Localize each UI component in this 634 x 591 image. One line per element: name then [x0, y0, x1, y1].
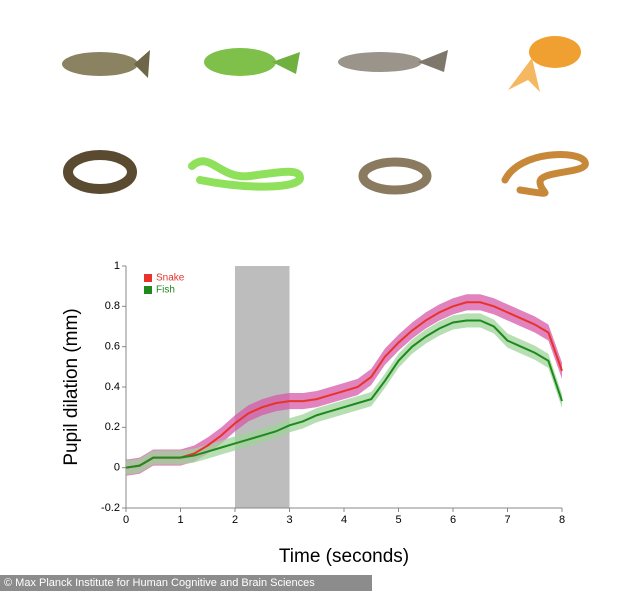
fish-image — [418, 50, 448, 72]
y-tick-label: 1 — [114, 260, 120, 272]
fish-images — [62, 36, 581, 92]
snake-image — [63, 150, 137, 194]
x-tick-label: 8 — [559, 514, 565, 526]
snake-image — [358, 157, 432, 195]
legend-label: Fish — [156, 285, 175, 296]
credit: © Max Planck Institute for Human Cogniti… — [4, 577, 315, 589]
snake-image — [188, 157, 305, 191]
y-tick-label: 0.8 — [105, 300, 120, 312]
series-line — [125, 319, 563, 469]
fish-image — [529, 36, 581, 68]
credit-background — [0, 575, 372, 591]
x-tick-label: 0 — [123, 514, 129, 526]
error-band — [126, 294, 562, 476]
stimulus-region — [235, 266, 290, 508]
series-line — [125, 301, 563, 469]
legend-label: Snake — [156, 273, 185, 284]
y-axis-label: Pupil dilation (mm) — [61, 308, 82, 465]
legend-swatch — [144, 286, 152, 294]
legend-swatch — [144, 274, 152, 282]
x-tick-label: 6 — [450, 514, 456, 526]
error-band — [126, 313, 562, 475]
snake-image — [501, 151, 589, 197]
x-tick-label: 5 — [395, 514, 401, 526]
x-tick-label: 4 — [341, 514, 347, 526]
fish-image — [272, 52, 300, 74]
y-tick-label: 0 — [114, 462, 120, 474]
y-tick-label: 0.6 — [105, 341, 120, 353]
y-tick-label: -0.2 — [101, 502, 120, 514]
x-axis-label: Time (seconds) — [279, 546, 409, 567]
fish-image — [62, 52, 138, 76]
fish-image — [338, 52, 422, 72]
fish-image — [508, 58, 540, 92]
y-tick-label: 0.4 — [105, 381, 120, 393]
fish-image — [134, 50, 150, 78]
x-tick-label: 3 — [286, 514, 292, 526]
x-tick-label: 1 — [177, 514, 183, 526]
y-tick-label: 0.2 — [105, 421, 120, 433]
x-tick-label: 2 — [232, 514, 238, 526]
snake-images — [63, 150, 589, 197]
fish-image — [204, 48, 276, 76]
x-tick-label: 7 — [504, 514, 510, 526]
